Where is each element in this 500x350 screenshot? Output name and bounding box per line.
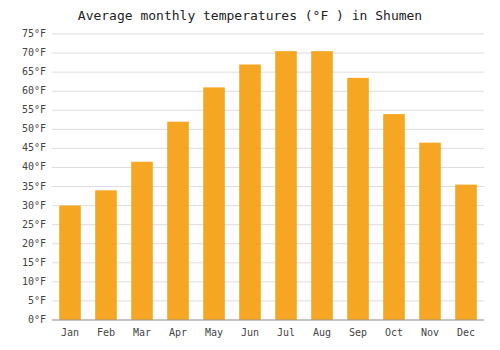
y-tick-labels: 0°F 5°F 10°F 15°F 20°F 25°F 30°F 35°F 40°F 45°F 50…	[22, 28, 46, 325]
chart: 0°F 5°F 10°F 15°F 20°F 25°F 30°F 35°F 40°F 45°F 50…	[0, 0, 500, 350]
x-tick-label: Oct	[385, 327, 403, 338]
grid-line	[52, 34, 484, 35]
y-tick-label: 10°F	[22, 276, 46, 287]
x-tick-label: Feb	[97, 327, 115, 338]
y-tick-label: 60°F	[22, 85, 46, 96]
y-tick-label: 40°F	[22, 161, 46, 172]
bar	[347, 78, 369, 320]
grid-line	[52, 320, 484, 321]
bar	[419, 143, 441, 320]
x-tick-label: Mar	[133, 327, 151, 338]
grid-line	[52, 129, 484, 130]
x-tick-label: May	[205, 327, 223, 338]
y-tick-label: 0°F	[28, 314, 46, 325]
bar	[239, 65, 261, 320]
y-tick-label: 75°F	[22, 28, 46, 39]
grid-line	[52, 53, 484, 54]
y-tick-label: 50°F	[22, 123, 46, 134]
x-tick-label: Jun	[241, 327, 259, 338]
x-tick-label: Jan	[61, 327, 79, 338]
x-tick-label: Jul	[277, 327, 295, 338]
y-tick-label: 35°F	[22, 181, 46, 192]
bar	[455, 185, 477, 320]
title: Average monthly temperatures (°F ) in Sh…	[78, 8, 422, 23]
bar	[95, 190, 117, 320]
y-tick-label: 65°F	[22, 66, 46, 77]
bar	[275, 51, 297, 320]
x-tick-label: Dec	[457, 327, 475, 338]
grid-line	[52, 72, 484, 73]
bar	[383, 114, 405, 320]
y-tick-label: 45°F	[22, 142, 46, 153]
y-grid	[52, 34, 484, 320]
bar	[59, 206, 81, 320]
x-tick-label: Nov	[421, 327, 439, 338]
grid-line	[52, 91, 484, 92]
x-tick-label: Aug	[313, 327, 331, 338]
y-tick-label: 30°F	[22, 200, 46, 211]
bar	[131, 162, 153, 320]
x-axis-line	[52, 320, 484, 321]
y-tick-label: 70°F	[22, 47, 46, 58]
x-tick-label: Apr	[169, 327, 187, 338]
x-tick-labels: Jan Feb Mar Apr May Jun Jul Aug Sep Oct Nov Dec	[61, 327, 475, 338]
y-tick-label: 15°F	[22, 257, 46, 268]
bars	[59, 51, 477, 320]
bar	[167, 122, 189, 320]
y-tick-label: 5°F	[28, 295, 46, 306]
x-tick-label: Sep	[349, 327, 367, 338]
bar	[203, 87, 225, 320]
y-tick-label: 25°F	[22, 219, 46, 230]
y-tick-label: 55°F	[22, 104, 46, 115]
y-tick-label: 20°F	[22, 238, 46, 249]
bar	[311, 51, 333, 320]
grid-line	[52, 110, 484, 111]
